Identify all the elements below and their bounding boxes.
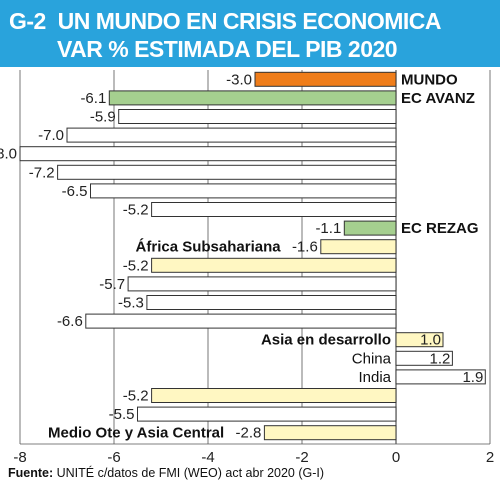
x-tick-label: 0: [392, 449, 400, 465]
bar: [85, 313, 397, 329]
data-label: -6.1: [80, 90, 106, 107]
data-label: -5.2: [123, 388, 149, 405]
data-label: -5.3: [118, 295, 144, 312]
x-tick-label: -2: [295, 449, 308, 465]
category-label: MUNDO: [401, 71, 458, 88]
bar: [118, 109, 397, 124]
chart-code: G-2: [9, 8, 46, 34]
data-label: -2.8: [236, 425, 262, 442]
data-label: -5.7: [99, 276, 125, 293]
bar: [395, 369, 486, 385]
data-label: -7.0: [38, 127, 64, 144]
x-tick-label: -8: [13, 449, 26, 465]
bar: [395, 332, 444, 348]
category-label: EC REZAG: [401, 220, 479, 237]
bar: [108, 90, 397, 106]
bar: [151, 388, 397, 403]
x-tick-label: -4: [201, 449, 214, 465]
bar: [19, 146, 397, 162]
data-label: -8.0: [0, 146, 17, 163]
data-label: -6.5: [62, 183, 88, 200]
data-label: -1.1: [315, 220, 341, 237]
x-tick-label: -6: [107, 449, 120, 465]
bar: [90, 183, 397, 199]
category-label: EC AVANZ: [401, 90, 475, 107]
chart-header: G-2 UN MUNDO EN CRISIS ECONOMICA VAR % E…: [0, 0, 500, 67]
bar: [151, 202, 397, 217]
chart-title: UN MUNDO EN CRISIS ECONOMICA: [57, 8, 442, 34]
bar: [146, 295, 397, 310]
category-label: Medio Ote y Asia Central: [48, 425, 224, 442]
source-note: Fuente: UNITÉ c/datos de FMI (WEO) act a…: [8, 466, 324, 480]
data-label: -5.9: [90, 109, 116, 126]
bar: [395, 350, 453, 366]
data-label: -7.2: [29, 164, 55, 181]
bar: [127, 276, 397, 292]
bar: [151, 257, 397, 273]
title-line-1: G-2 UN MUNDO EN CRISIS ECONOMICA: [9, 8, 442, 35]
data-label: -3.0: [226, 71, 252, 88]
bar: [66, 127, 397, 143]
data-label: 1.0: [420, 332, 441, 349]
chart-subtitle: VAR % ESTIMADA DEL PIB 2020: [57, 36, 398, 62]
bar: [254, 71, 397, 87]
bar: [320, 239, 397, 255]
data-label: 1.9: [462, 369, 483, 386]
bar: [57, 164, 397, 180]
data-label: 1.2: [430, 350, 451, 367]
x-tick-label: 2: [486, 449, 494, 465]
source-text: UNITÉ c/datos de FMI (WEO) act abr 2020 …: [53, 466, 325, 480]
bar: [343, 220, 397, 236]
bar: [137, 406, 397, 422]
category-label: África Subsahariana: [136, 239, 282, 256]
data-label: -6.6: [57, 313, 83, 330]
data-label: -5.2: [123, 257, 149, 274]
data-label: -1.6: [292, 239, 318, 256]
category-label: Asia en desarrollo: [261, 332, 391, 349]
category-label: China: [352, 350, 392, 367]
category-label: India: [358, 369, 391, 386]
data-label: -5.2: [123, 202, 149, 219]
bar: [263, 425, 397, 441]
data-label: -5.5: [109, 406, 135, 423]
source-label: Fuente:: [8, 466, 54, 480]
gdp-bar-chart: -8 -6 -4 -2 0 2 -3.0 MUNDO -6.1 EC AVANZ -5.9 -7.0 -…: [0, 70, 494, 465]
